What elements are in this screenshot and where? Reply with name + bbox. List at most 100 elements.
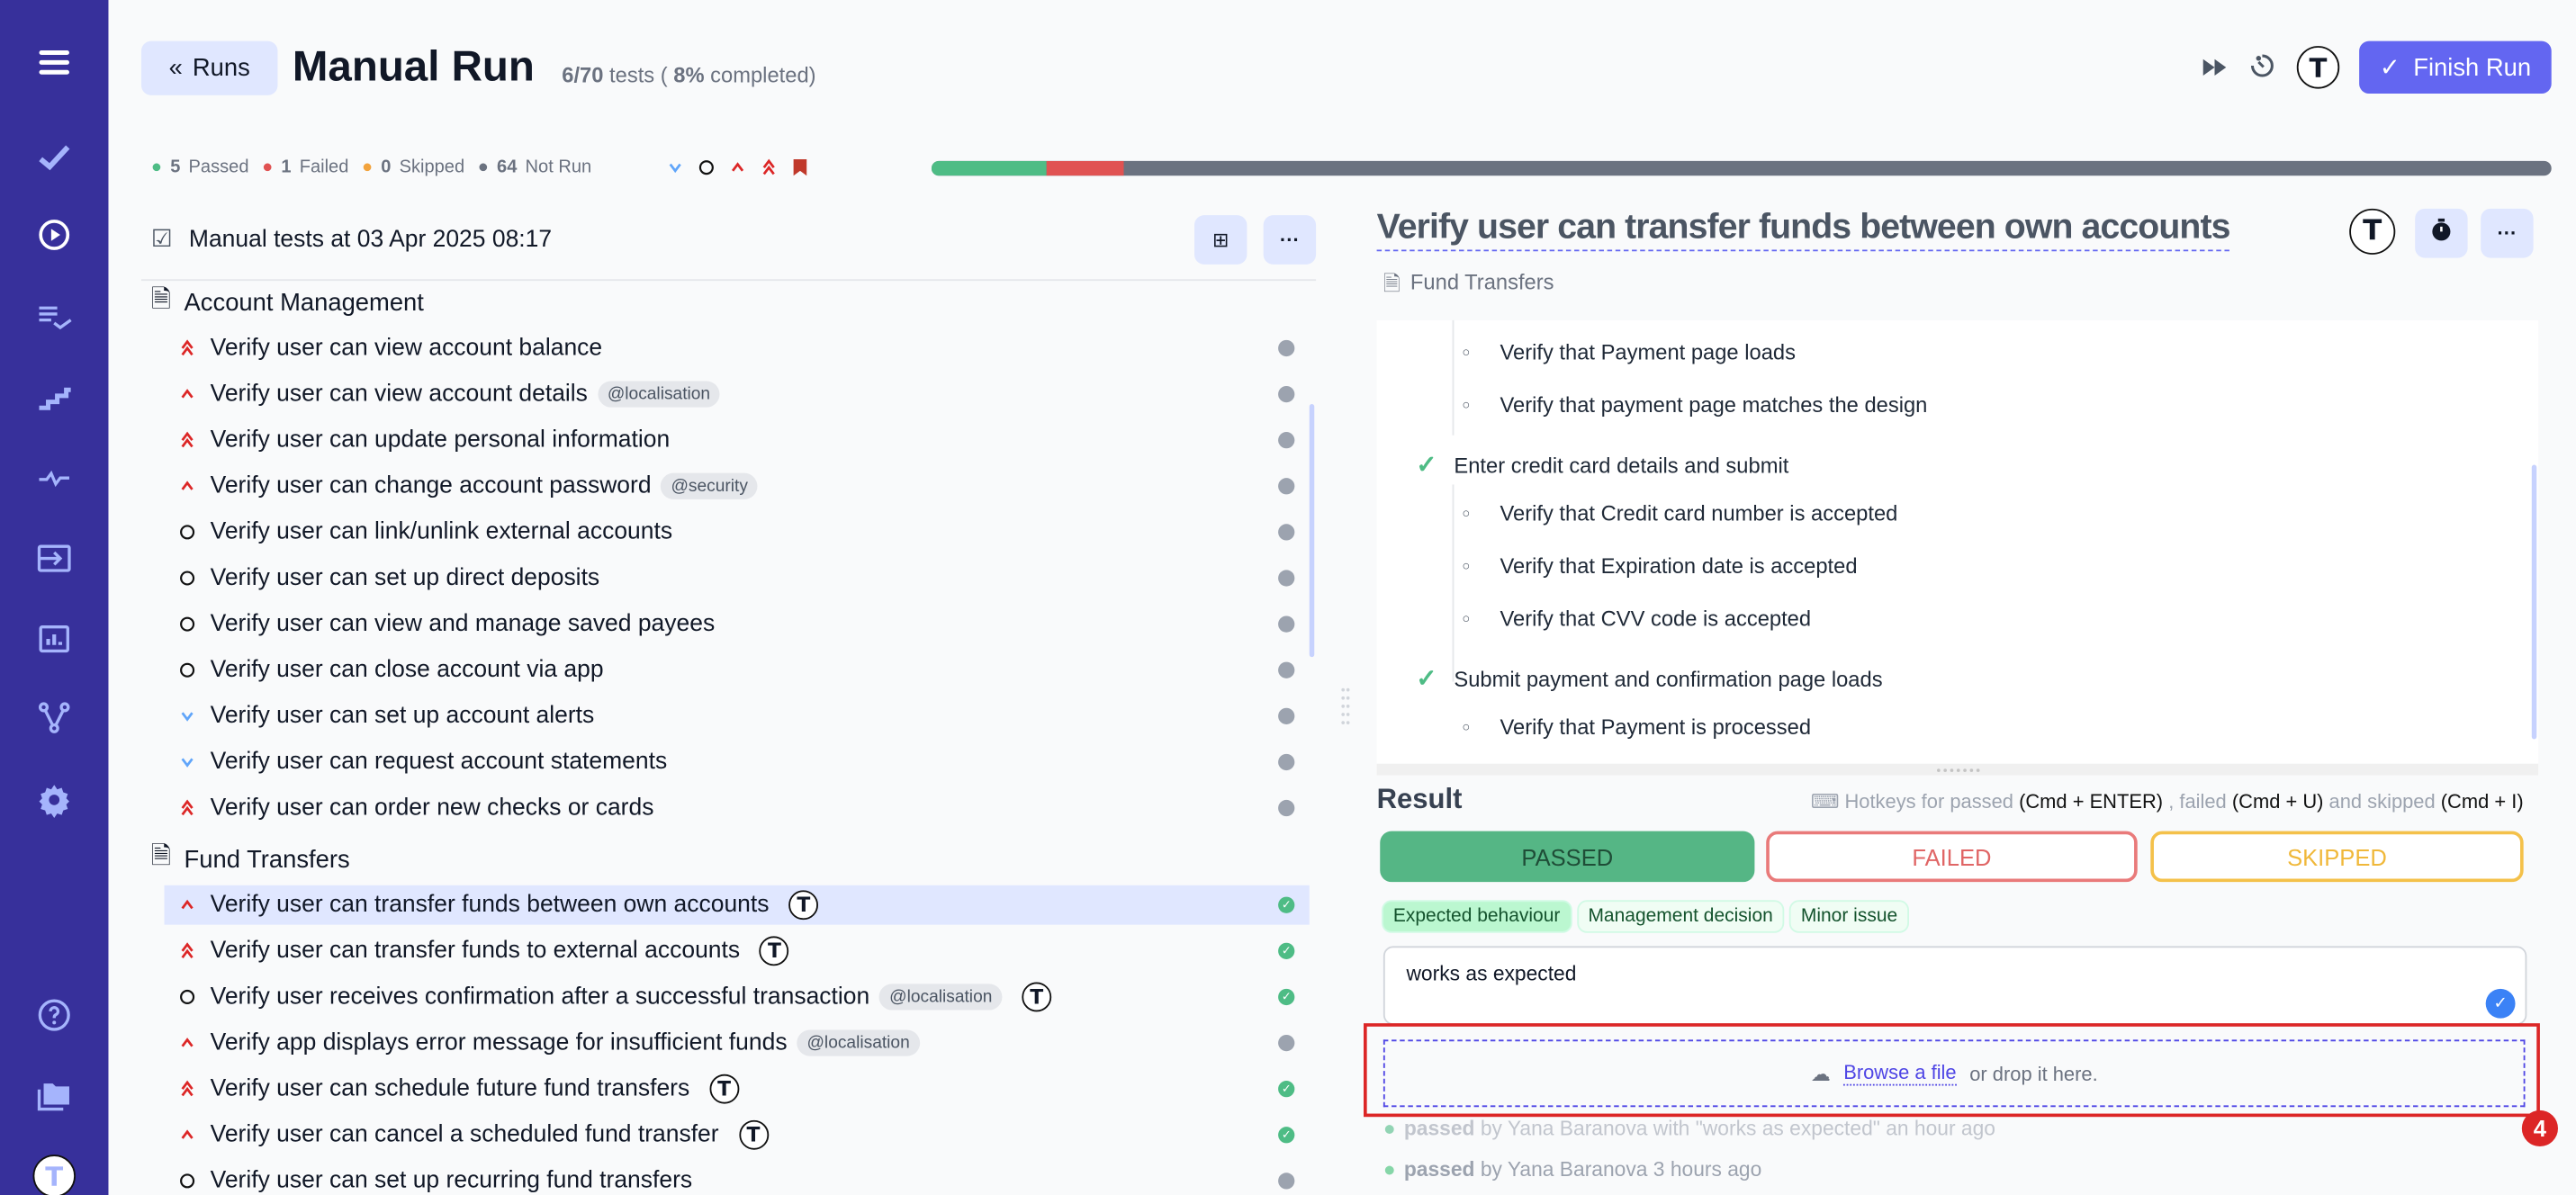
test-row[interactable]: Verify user can update personal informat… bbox=[165, 420, 1310, 460]
projects-icon[interactable] bbox=[28, 1076, 80, 1116]
test-row[interactable]: Verify user can set up account alerts bbox=[165, 696, 1310, 736]
test-assignee-avatar[interactable]: T bbox=[2349, 208, 2396, 255]
test-tag[interactable]: @localisation bbox=[597, 381, 721, 408]
bullet-icon: ○ bbox=[1462, 558, 1471, 574]
tree-scrollbar[interactable] bbox=[1309, 404, 1315, 658]
tree-view-button[interactable]: ⊞ bbox=[1193, 215, 1247, 265]
test-row[interactable]: Verify user can transfer funds to extern… bbox=[165, 931, 1310, 971]
step: ✓ Enter credit card details and submit bbox=[1416, 451, 1789, 480]
more-icon: ··· bbox=[2497, 221, 2517, 245]
suite-header[interactable]: 🗎︎ Account Management bbox=[151, 283, 424, 324]
substep: ○ Verify that CVV code is accepted bbox=[1462, 606, 1812, 631]
status-notrun-icon bbox=[1278, 707, 1295, 724]
test-row[interactable]: Verify user can cancel a scheduled fund … bbox=[165, 1115, 1310, 1155]
test-title[interactable]: Verify user can transfer funds between o… bbox=[1376, 207, 2230, 252]
runs-icon[interactable] bbox=[28, 215, 80, 255]
steps-resize-handle[interactable] bbox=[1376, 763, 2539, 776]
settings-icon[interactable] bbox=[28, 780, 80, 820]
assignee-avatar[interactable]: T bbox=[2296, 46, 2340, 89]
test-tag[interactable]: @localisation bbox=[879, 984, 1003, 1011]
test-suite-breadcrumb[interactable]: 🗎︎ Fund Transfers bbox=[1383, 269, 1554, 305]
test-row[interactable]: Verify user can view and manage saved pa… bbox=[165, 605, 1310, 644]
chip-management-decision[interactable]: Management decision bbox=[1576, 900, 1785, 933]
pulse-icon[interactable] bbox=[28, 458, 80, 498]
status-notrun-icon bbox=[1278, 432, 1295, 449]
test-row[interactable]: Verify user can set up direct deposits bbox=[165, 559, 1310, 598]
file-dropzone[interactable]: ☁︎ Browse a file or drop it here. bbox=[1383, 1039, 2526, 1108]
step-check-icon: ✓ bbox=[1416, 665, 1437, 694]
checklist-icon: ☑ bbox=[150, 226, 173, 254]
priority-normal-icon[interactable] bbox=[698, 159, 715, 175]
priority-high-icon[interactable] bbox=[729, 159, 745, 175]
test-more-button[interactable]: ··· bbox=[2481, 208, 2534, 258]
comment-textarea[interactable]: works as expected ✓ bbox=[1383, 946, 2527, 1025]
grammar-check-icon[interactable]: ✓ bbox=[2485, 988, 2516, 1019]
steps-scrollbar[interactable] bbox=[2531, 464, 2537, 740]
import-icon[interactable] bbox=[28, 539, 80, 579]
status-notrun-icon bbox=[1278, 478, 1295, 495]
test-row[interactable]: Verify user can close account via app bbox=[165, 651, 1310, 690]
progress-passed bbox=[931, 160, 1047, 176]
tree-more-button[interactable]: ··· bbox=[1263, 215, 1317, 265]
help-icon[interactable] bbox=[28, 995, 80, 1035]
user-avatar[interactable]: T bbox=[28, 1155, 80, 1195]
browse-file-link[interactable]: Browse a file bbox=[1843, 1061, 1957, 1086]
test-row[interactable]: Verify user receives confirmation after … bbox=[165, 977, 1310, 1017]
failed-button[interactable]: FAILED bbox=[1766, 831, 2138, 883]
result-chips: Expected behaviour Management decision M… bbox=[1382, 900, 1909, 933]
bullet-icon: ○ bbox=[1462, 506, 1471, 521]
test-row[interactable]: Verify user can change account password … bbox=[165, 466, 1310, 506]
sidebar: T bbox=[0, 0, 109, 1195]
priority-normal-icon bbox=[165, 524, 211, 540]
priority-low-icon[interactable] bbox=[667, 159, 683, 175]
skipped-button[interactable]: SKIPPED bbox=[2150, 831, 2524, 883]
passed-button[interactable]: PASSED bbox=[1380, 831, 1755, 883]
bookmark-icon[interactable] bbox=[792, 157, 808, 177]
priority-high-icon bbox=[165, 478, 211, 494]
fast-forward-icon[interactable] bbox=[2202, 56, 2228, 85]
chip-minor-issue[interactable]: Minor issue bbox=[1789, 900, 1909, 933]
run-progress-bar bbox=[931, 160, 2552, 176]
test-row[interactable]: Verify user can view account balance bbox=[165, 328, 1310, 368]
priority-high-icon bbox=[165, 1127, 211, 1143]
hotkeys-hint: ⌨ Hotkeys for passed (Cmd + ENTER) , fai… bbox=[1810, 789, 2524, 813]
test-row[interactable]: Verify user can schedule future fund tra… bbox=[165, 1069, 1310, 1109]
status-notrun-icon bbox=[1278, 661, 1295, 678]
test-row[interactable]: Verify user can set up recurring fund tr… bbox=[165, 1161, 1310, 1195]
status-passed-icon: ✓ bbox=[1278, 1127, 1295, 1144]
test-row[interactable]: Verify user can transfer funds between o… bbox=[164, 885, 1310, 925]
tests-icon[interactable] bbox=[28, 138, 80, 177]
substep: ○ Verify that Expiration date is accepted bbox=[1462, 553, 1858, 579]
back-to-runs-button[interactable]: «Runs bbox=[140, 40, 278, 95]
priority-critical-icon[interactable] bbox=[761, 157, 777, 177]
status-notrun-icon bbox=[1278, 1173, 1295, 1190]
branches-icon[interactable] bbox=[28, 698, 80, 738]
test-row[interactable]: Verify user can order new checks or card… bbox=[165, 788, 1310, 828]
priority-high-icon bbox=[165, 897, 211, 913]
history-item: ● passed by Yana Baranova 3 hours ago bbox=[1383, 1157, 1762, 1182]
step-check-icon: ✓ bbox=[1416, 451, 1437, 480]
finish-run-button[interactable]: ✓ Finish Run bbox=[2359, 40, 2552, 94]
chip-expected-behaviour[interactable]: Expected behaviour bbox=[1382, 900, 1572, 933]
analytics-icon[interactable] bbox=[28, 619, 80, 659]
stopwatch-icon bbox=[2430, 217, 2454, 249]
timer-icon[interactable] bbox=[2247, 51, 2277, 89]
priority-normal-icon bbox=[165, 989, 211, 1005]
test-row[interactable]: Verify user can link/unlink external acc… bbox=[165, 512, 1310, 552]
steps-icon[interactable] bbox=[28, 376, 80, 416]
plans-icon[interactable] bbox=[28, 297, 80, 337]
test-row[interactable]: Verify user can request account statemen… bbox=[165, 742, 1310, 782]
panel-splitter[interactable] bbox=[1340, 687, 1350, 738]
test-tag[interactable]: @security bbox=[661, 472, 758, 499]
run-stats: ● 5 Passed ● 1 Failed ● 0 Skipped ● 64 Not Run bbox=[150, 157, 592, 178]
menu-icon[interactable] bbox=[28, 42, 80, 82]
status-notrun-icon bbox=[1278, 570, 1295, 587]
priority-high-icon bbox=[165, 1035, 211, 1051]
test-row[interactable]: Verify user can view account details @lo… bbox=[165, 374, 1310, 414]
stopwatch-button[interactable] bbox=[2415, 208, 2468, 258]
more-icon: ··· bbox=[1279, 228, 1300, 252]
test-tag[interactable]: @localisation bbox=[797, 1029, 920, 1056]
suite-header[interactable]: 🗎︎ Fund Transfers bbox=[151, 840, 350, 881]
priority-high-icon bbox=[165, 386, 211, 402]
test-row[interactable]: Verify app displays error message for in… bbox=[165, 1023, 1310, 1063]
